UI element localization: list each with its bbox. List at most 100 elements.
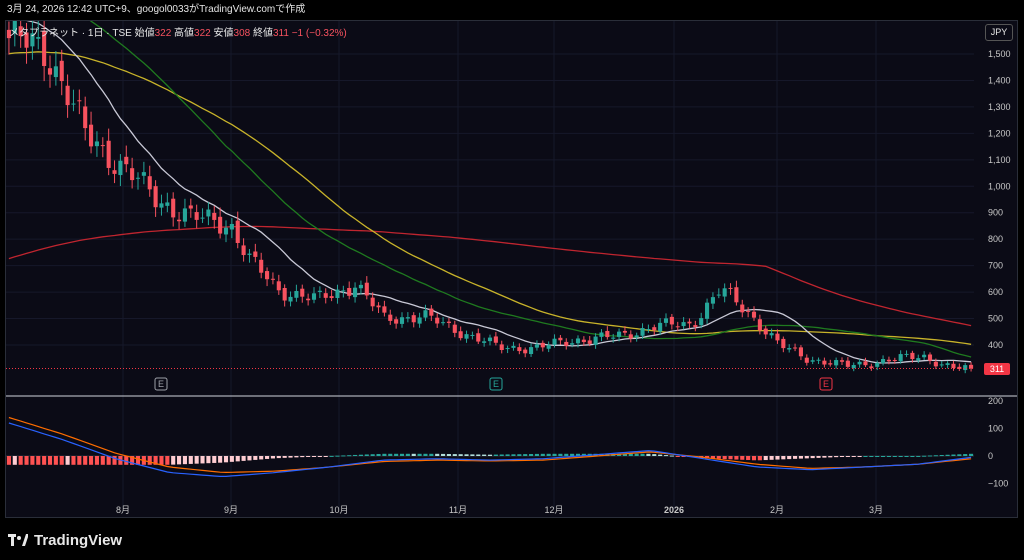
macd-histogram-bar bbox=[159, 456, 164, 465]
candle-body bbox=[353, 287, 358, 298]
macd-histogram-bar bbox=[675, 456, 680, 457]
macd-histogram-bar bbox=[182, 456, 187, 465]
macd-histogram-bar bbox=[229, 456, 234, 462]
candle-body bbox=[622, 330, 627, 333]
macd-histogram-bar bbox=[411, 453, 416, 456]
candle-body bbox=[687, 321, 692, 324]
tradingview-logo-icon bbox=[8, 534, 28, 546]
macd-histogram-bar bbox=[241, 456, 246, 461]
candle-body bbox=[875, 362, 880, 367]
candle-body bbox=[634, 335, 639, 338]
macd-histogram-bar bbox=[957, 454, 962, 456]
candle-body bbox=[751, 311, 757, 318]
price-chart-svg[interactable]: 1,500 1,400 1,300 1,200 1,100 1,000 900 800 700 6… bbox=[6, 21, 1018, 518]
candle-body bbox=[423, 310, 428, 318]
macd-histogram-bar bbox=[927, 455, 933, 457]
candle-body bbox=[265, 271, 270, 280]
candle-body bbox=[969, 364, 974, 369]
macd-axis-label: −100 bbox=[988, 479, 1008, 489]
candle-body bbox=[646, 328, 651, 330]
candle-body bbox=[446, 321, 451, 323]
candle-body bbox=[564, 341, 569, 346]
macd-histogram-bar bbox=[335, 455, 340, 457]
candle-body bbox=[159, 203, 164, 208]
candle-body bbox=[834, 360, 839, 366]
candle-body bbox=[693, 325, 698, 327]
candle-body bbox=[734, 287, 739, 303]
price-axis-label: 500 bbox=[988, 314, 1003, 324]
macd-histogram-bar bbox=[839, 456, 845, 457]
candle-body bbox=[12, 21, 17, 34]
macd-histogram-bar bbox=[65, 456, 70, 465]
candle-body bbox=[552, 338, 557, 345]
candle-body bbox=[65, 85, 70, 106]
macd-histogram-bar bbox=[30, 456, 35, 465]
candle-body bbox=[253, 251, 258, 257]
candle-body bbox=[593, 336, 598, 345]
chart-legend: メタプラネット · 1日 · TSE 始値322 高値322 安値308 終値3… bbox=[9, 24, 347, 39]
macd-histogram-bar bbox=[634, 453, 639, 456]
candle-body bbox=[487, 337, 493, 342]
candle-body bbox=[910, 352, 915, 360]
macd-histogram-bar bbox=[153, 456, 158, 465]
candle-body bbox=[922, 354, 927, 358]
macd-histogram-bar bbox=[534, 453, 539, 456]
price-axis-label: 1,100 bbox=[988, 155, 1011, 165]
candle-body bbox=[47, 68, 53, 75]
macd-histogram-bar bbox=[165, 456, 170, 465]
candle-body bbox=[282, 287, 287, 301]
macd-histogram-bar bbox=[517, 454, 522, 456]
macd-histogram-bar bbox=[798, 456, 803, 459]
macd-histogram-bar bbox=[235, 456, 240, 462]
earnings-marker-box bbox=[489, 377, 503, 391]
price-axis-label: 900 bbox=[988, 208, 1003, 218]
candle-body bbox=[223, 227, 229, 235]
macd-histogram-bar bbox=[47, 456, 53, 465]
candle-body bbox=[699, 318, 704, 326]
macd-histogram-bar bbox=[218, 456, 223, 463]
macd-histogram-bar bbox=[886, 456, 891, 457]
macd-histogram-bar bbox=[951, 454, 956, 456]
candle-body bbox=[822, 360, 827, 365]
macd-histogram-bar bbox=[364, 454, 369, 456]
macd-histogram-bar bbox=[828, 456, 833, 458]
macd-histogram-bar bbox=[429, 453, 434, 456]
candle-body bbox=[376, 305, 381, 308]
macd-histogram-bar bbox=[646, 453, 651, 456]
macd-histogram-bar bbox=[793, 456, 798, 459]
macd-histogram-bar bbox=[710, 456, 715, 459]
candle-body bbox=[147, 176, 152, 190]
macd-histogram-bar bbox=[570, 453, 575, 456]
candle-body bbox=[957, 366, 962, 370]
candle-body bbox=[335, 289, 340, 299]
candle-body bbox=[18, 26, 23, 37]
macd-histogram-bar bbox=[751, 456, 757, 461]
macd-histogram-bar bbox=[939, 455, 944, 457]
macd-histogram-bar bbox=[24, 456, 29, 465]
candle-body bbox=[182, 208, 187, 222]
candle-body bbox=[42, 31, 47, 67]
macd-histogram-bar bbox=[763, 456, 768, 461]
candle-body bbox=[951, 363, 956, 369]
candle-body bbox=[763, 328, 768, 335]
candle-body bbox=[411, 315, 416, 323]
chart-frame[interactable]: 1,500 1,400 1,300 1,200 1,100 1,000 900 800 700 6… bbox=[5, 20, 1018, 518]
price-axis-label: 1,300 bbox=[988, 102, 1011, 112]
candle-body bbox=[94, 141, 99, 147]
time-axis-label: 12月 bbox=[544, 505, 563, 515]
earnings-marker-label: E bbox=[493, 379, 499, 389]
macd-histogram-bar bbox=[36, 456, 41, 465]
currency-button[interactable]: JPY bbox=[985, 24, 1013, 41]
macd-histogram-bar bbox=[705, 456, 710, 459]
candle-body bbox=[124, 156, 129, 165]
macd-histogram-bar bbox=[388, 453, 393, 456]
candle-body bbox=[36, 37, 41, 39]
candle-body bbox=[100, 145, 105, 147]
macd-histogram-bar bbox=[394, 453, 399, 456]
candle-body bbox=[517, 347, 522, 352]
candle-body bbox=[793, 347, 798, 349]
candle-body bbox=[288, 296, 293, 302]
candle-body bbox=[106, 140, 111, 168]
macd-line bbox=[8, 422, 972, 477]
candle-body bbox=[30, 33, 35, 47]
